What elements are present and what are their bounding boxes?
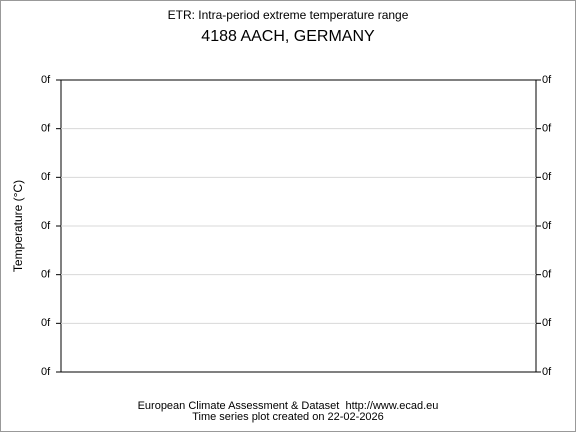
chart-subtitle: 4188 AACH, GERMANY [201, 28, 375, 45]
y-axis-label: Temperature (°C) [11, 180, 25, 272]
y-tick-label: 0f [41, 74, 51, 86]
chart-title: ETR: Intra-period extreme temperature ra… [168, 8, 409, 22]
footer-line: Time series plot created on 22-02-2026 [192, 411, 384, 423]
y-tick-label: 0f [41, 123, 51, 135]
y-tick-label: 0f [41, 366, 51, 378]
y-tick-label: 0f [41, 220, 51, 232]
y-tick-label-right: 0f [542, 74, 552, 86]
y-tick-label: 0f [41, 317, 51, 329]
y-tick-label-right: 0f [542, 123, 552, 135]
y-tick-label-right: 0f [542, 366, 552, 378]
y-tick-label: 0f [41, 269, 51, 281]
y-tick-label: 0f [41, 171, 51, 183]
y-tick-label-right: 0f [542, 317, 552, 329]
y-tick-label-right: 0f [542, 220, 552, 232]
footer-line: European Climate Assessment & Dataset ht… [138, 400, 439, 412]
y-tick-label-right: 0f [542, 269, 552, 281]
y-tick-label-right: 0f [542, 171, 552, 183]
